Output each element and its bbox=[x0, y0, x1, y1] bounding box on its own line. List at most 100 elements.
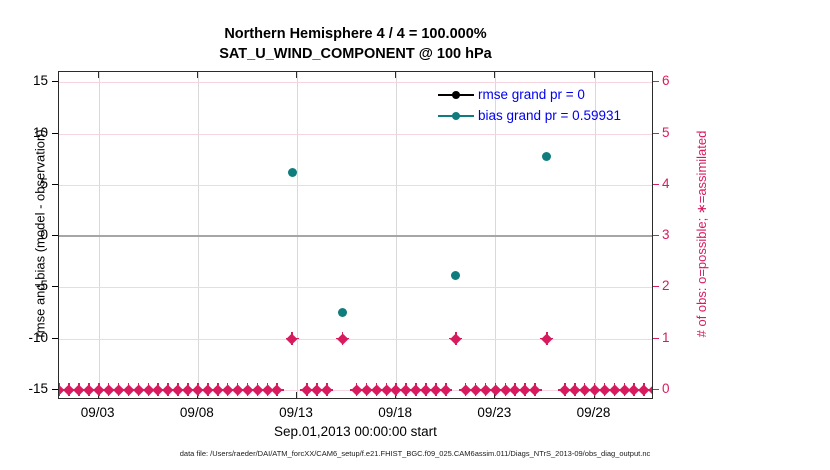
obs-cross-v bbox=[494, 383, 497, 397]
obs-cross-v bbox=[435, 383, 437, 397]
legend-row-bias: bias grand pr = 0.59931 bbox=[438, 105, 621, 126]
obs-cross-v bbox=[385, 383, 388, 397]
left-axis-tick-label: -15 bbox=[28, 380, 48, 396]
right-axis-label: # of obs: o=possible; ∗=assimilated bbox=[694, 130, 709, 338]
obs-count-marker bbox=[181, 383, 195, 397]
obs-count-marker bbox=[508, 383, 522, 397]
left-axis-tick-label: -10 bbox=[28, 329, 48, 345]
obs-count-marker bbox=[221, 383, 235, 397]
obs-cross-v bbox=[474, 383, 477, 397]
obs-cross-v bbox=[291, 332, 293, 345]
obs-cross-v bbox=[415, 383, 417, 397]
left-axis-tick bbox=[52, 81, 58, 83]
left-axis-tick-label: 0 bbox=[40, 227, 48, 242]
x-axis-tick-label: 09/08 bbox=[179, 405, 214, 420]
right-axis-tick-label: 6 bbox=[662, 73, 670, 89]
obs-cross-v bbox=[603, 383, 606, 397]
obs-cross-v bbox=[246, 383, 249, 397]
obs-cross-v bbox=[405, 383, 407, 397]
obs-count-marker bbox=[617, 383, 631, 397]
chart-title-line2: SAT_U_WIND_COMPONENT @ 100 hPa bbox=[219, 46, 492, 62]
right-axis-tick bbox=[653, 81, 659, 83]
obs-count-marker bbox=[588, 383, 601, 397]
x-axis-label: Sep.01,2013 00:00:00 start bbox=[274, 424, 437, 439]
left-axis-tick-label: 10 bbox=[32, 124, 48, 140]
obs-count-marker bbox=[285, 332, 299, 345]
left-axis-tick bbox=[52, 337, 58, 339]
obs-count-marker bbox=[478, 383, 492, 397]
obs-count-marker bbox=[121, 383, 135, 397]
bias-data-point bbox=[542, 151, 552, 161]
obs-cross-v bbox=[613, 383, 616, 397]
obs-count-marker bbox=[459, 383, 473, 397]
legend-label-rmse: rmse grand pr = 0 bbox=[478, 87, 585, 102]
obs-cross-v bbox=[256, 383, 259, 397]
obs-count-marker bbox=[419, 383, 433, 397]
obs-cross-h bbox=[59, 389, 66, 391]
x-axis-tick-label: 09/18 bbox=[378, 405, 413, 420]
obs-cross-v bbox=[355, 383, 358, 397]
chart-title: Northern Hemisphere 4 / 4 = 100.000% SAT… bbox=[58, 24, 653, 64]
obs-cross-v bbox=[177, 383, 179, 397]
obs-cross-v bbox=[564, 383, 566, 397]
obs-cross-v bbox=[316, 383, 318, 397]
obs-count-marker bbox=[59, 383, 66, 397]
obs-cross-v bbox=[524, 383, 526, 397]
obs-cross-v bbox=[546, 332, 548, 345]
obs-cross-v bbox=[623, 383, 626, 397]
obs-count-marker bbox=[82, 383, 96, 397]
obs-count-marker bbox=[161, 383, 175, 397]
obs-cross-v bbox=[534, 383, 536, 397]
obs-count-marker bbox=[647, 383, 652, 396]
obs-cross-v bbox=[127, 383, 130, 397]
obs-cross-v bbox=[341, 332, 344, 345]
obs-count-marker bbox=[260, 383, 274, 397]
right-axis-tick bbox=[653, 388, 659, 390]
obs-cross-v bbox=[197, 383, 199, 397]
obs-count-marker bbox=[449, 332, 463, 345]
obs-count-marker bbox=[568, 383, 582, 397]
obs-cross-v bbox=[147, 383, 150, 397]
bias-legend-marker-icon bbox=[438, 111, 474, 121]
obs-cross-v bbox=[484, 383, 487, 397]
horizontal-gridline bbox=[59, 338, 652, 340]
rmse-legend-marker-icon bbox=[438, 90, 474, 100]
obs-count-marker bbox=[336, 332, 350, 345]
x-axis-tick-top bbox=[296, 72, 297, 78]
obs-count-marker bbox=[191, 383, 205, 397]
obs-cross-v bbox=[633, 383, 635, 397]
obs-cross-v bbox=[226, 383, 229, 397]
obs-cross-h bbox=[647, 389, 652, 391]
obs-count-marker bbox=[389, 383, 403, 397]
obs-cross-v bbox=[88, 383, 90, 397]
x-axis-tick-bottom bbox=[296, 392, 297, 398]
obs-cross-v bbox=[454, 332, 457, 345]
left-axis-tick bbox=[52, 183, 58, 185]
obs-count-marker bbox=[231, 383, 244, 397]
obs-cross-v bbox=[207, 383, 209, 397]
x-axis-tick-top bbox=[97, 72, 99, 78]
obs-count-marker bbox=[350, 383, 363, 397]
x-axis-tick-label: 09/23 bbox=[477, 405, 512, 420]
right-axis-tick-label: 2 bbox=[662, 278, 670, 294]
obs-cross-v bbox=[514, 383, 516, 397]
obs-count-marker bbox=[201, 383, 215, 397]
bias-data-point bbox=[287, 167, 297, 177]
obs-count-marker bbox=[488, 383, 502, 397]
obs-count-marker bbox=[240, 383, 254, 397]
obs-count-marker bbox=[399, 383, 413, 397]
legend-label-bias: bias grand pr = 0.59931 bbox=[478, 108, 621, 123]
right-axis-tick-label: 5 bbox=[662, 124, 670, 140]
x-axis-tick-top bbox=[196, 72, 198, 78]
obs-count-marker bbox=[558, 383, 572, 397]
obs-count-marker bbox=[92, 383, 106, 397]
zero-line bbox=[59, 235, 652, 237]
obs-cross-v bbox=[395, 383, 397, 397]
obs-count-marker bbox=[528, 383, 542, 397]
obs-cross-v bbox=[365, 383, 368, 397]
obs-cross-v bbox=[78, 383, 80, 397]
obs-count-marker bbox=[72, 383, 86, 397]
obs-count-marker bbox=[141, 383, 155, 397]
obs-count-marker bbox=[409, 383, 423, 397]
